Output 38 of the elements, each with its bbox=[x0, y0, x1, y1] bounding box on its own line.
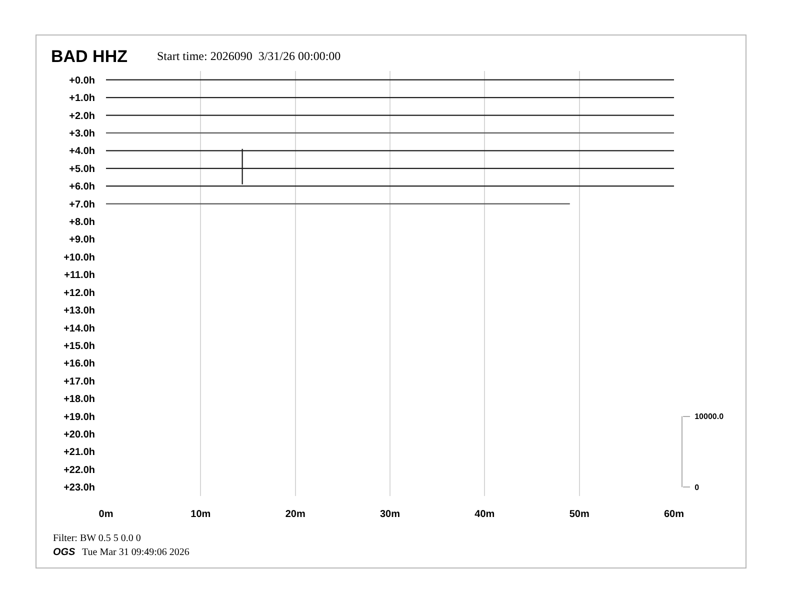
y-tick-label: +8.0h bbox=[69, 217, 95, 228]
y-tick-label: +16.0h bbox=[64, 358, 95, 370]
text: Tue Mar 31 09:49:06 2026 bbox=[82, 547, 190, 558]
y-tick-label: +4.0h bbox=[69, 146, 95, 158]
y-tick-label: +18.0h bbox=[64, 394, 95, 406]
y-tick-label: +21.0h bbox=[64, 447, 95, 458]
y-tick-label: +2.0h bbox=[69, 110, 95, 122]
x-tick-label: 10m bbox=[190, 509, 211, 520]
y-tick-label: +3.0h bbox=[69, 128, 95, 140]
x-tick-label: 40m bbox=[474, 509, 495, 520]
y-tick-label: +6.0h bbox=[69, 182, 95, 193]
y-tick-label: +19.0h bbox=[64, 412, 95, 423]
y-tick-label: +10.0h bbox=[64, 252, 95, 264]
x-tick-label: 50m bbox=[569, 509, 590, 520]
x-tick-label: 20m bbox=[285, 509, 306, 520]
y-tick-label: +23.0h bbox=[64, 482, 95, 494]
y-tick-label: +13.0h bbox=[64, 306, 95, 317]
y-tick-label: +9.0h bbox=[69, 234, 95, 246]
y-tick-label: +1.0h bbox=[69, 93, 95, 104]
y-tick-label: +17.0h bbox=[64, 376, 95, 388]
text: OGS bbox=[53, 547, 76, 558]
x-tick-label: 60m bbox=[664, 509, 684, 520]
x-tick-label: 0m bbox=[98, 509, 114, 520]
y-tick-label: +15.0h bbox=[64, 340, 95, 352]
chart-subtitle: Start time: 2026090 3/31/26 00:00:00 bbox=[157, 49, 341, 63]
y2-tick-label: 10000.0 bbox=[694, 412, 724, 422]
x-tick-label: 30m bbox=[380, 509, 400, 520]
y-tick-label: +5.0h bbox=[69, 164, 95, 175]
y-tick-label: +11.0h bbox=[64, 270, 95, 282]
y-tick-label: +12.0h bbox=[64, 288, 95, 299]
y2-tick-label: 0 bbox=[694, 482, 700, 492]
y-tick-label: +14.0h bbox=[64, 323, 95, 334]
chart-title: BAD HHZ bbox=[51, 46, 128, 66]
text: Filter: BW 0.5 5 0.0 0 bbox=[53, 533, 141, 544]
y-tick-label: +7.0h bbox=[69, 199, 95, 210]
y-tick-label: +20.0h bbox=[64, 430, 95, 441]
y-tick-label: +22.0h bbox=[64, 464, 95, 476]
y-tick-label: +0.0h bbox=[69, 75, 95, 86]
